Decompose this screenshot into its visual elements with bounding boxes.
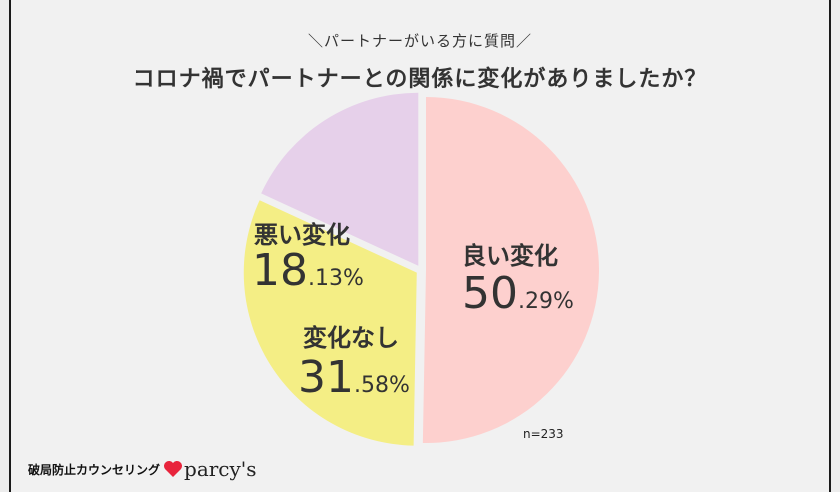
slice-bad-change-value: 18.13% (252, 245, 364, 296)
heart-icon (164, 461, 183, 477)
question-subtitle: ＼パートナーがいる方に質問／ (307, 32, 532, 50)
slice-bad-change-label: 悪い変化 (254, 221, 350, 249)
sample-size-label: n=233 (523, 427, 564, 441)
slice-no-change-label: 変化なし (303, 324, 399, 352)
slice-no-change-value: 31.58% (298, 352, 410, 403)
slice-bad-change (261, 92, 419, 266)
brand-logo: parcy's (184, 457, 257, 481)
slice-good-change-value: 50.29% (462, 268, 574, 319)
footer-brand: 破局防止カウンセリング parcy's (28, 457, 257, 481)
question-title: コロナ禍でパートナーとの関係に変化がありましたか？ (132, 67, 708, 92)
company-name: 破局防止カウンセリング (28, 462, 161, 477)
slice-no-change (243, 200, 417, 446)
chart-card (9, 0, 831, 492)
pie-slices (243, 92, 599, 446)
slice-good-change (422, 97, 599, 444)
slice-good-change-label: 良い変化 (462, 242, 558, 270)
